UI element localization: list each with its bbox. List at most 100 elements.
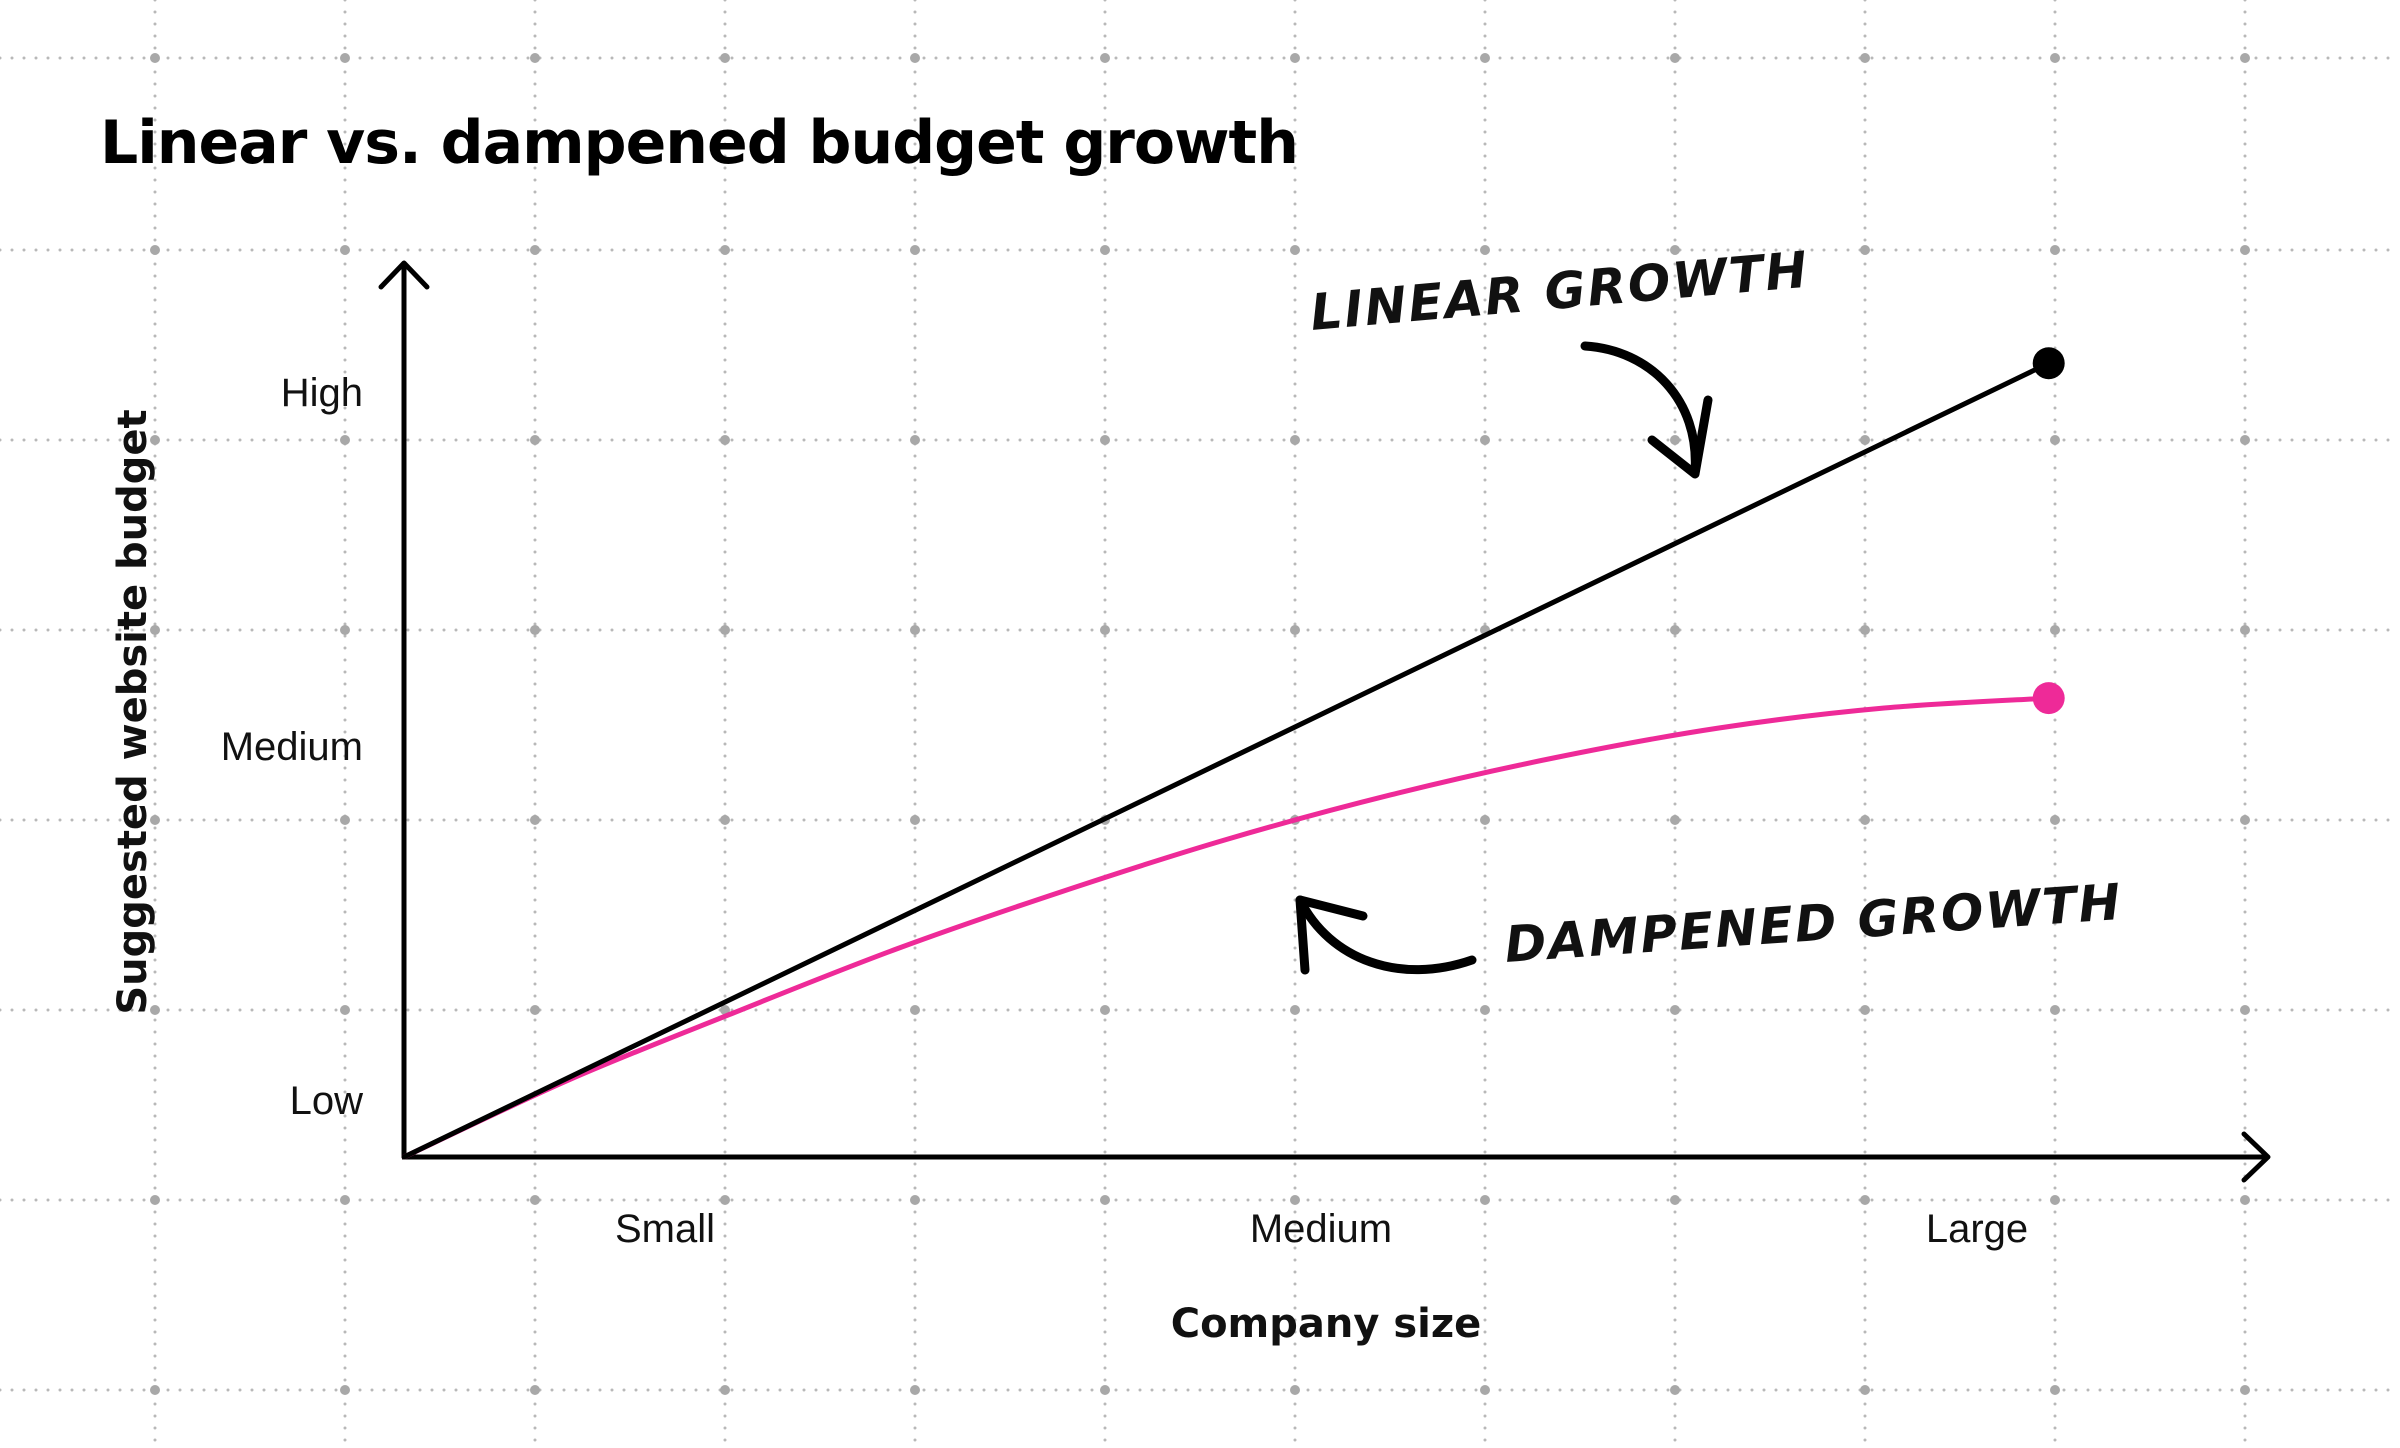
grid-intersection-dot: [340, 435, 350, 445]
grid-intersection-dot: [1860, 53, 1870, 63]
grid-intersection-dot: [2050, 245, 2060, 255]
grid-intersection-dot: [2240, 435, 2250, 445]
grid-intersection-dot: [2240, 53, 2250, 63]
grid-intersection-dot: [910, 1385, 920, 1395]
grid-intersection-dot: [1480, 1005, 1490, 1015]
linear-growth-arrowhead-icon: [1647, 395, 1713, 479]
grid-intersection-dot: [1100, 1005, 1110, 1015]
grid-intersection-dot: [2240, 1385, 2250, 1395]
grid-intersection-dot: [1480, 435, 1490, 445]
grid-intersection-dot: [720, 1005, 730, 1015]
grid-intersection-dot: [530, 245, 540, 255]
grid-intersection-dot: [1670, 53, 1680, 63]
grid-intersection-dot: [1290, 1385, 1300, 1395]
grid-intersection-dot: [1670, 1385, 1680, 1395]
grid-intersection-dot: [150, 625, 160, 635]
grid-intersection-dot: [720, 53, 730, 63]
grid-intersection-dot: [720, 1385, 730, 1395]
dampened-growth-annotation: DAMPENED GROWTH: [1503, 873, 2124, 974]
grid-intersection-dot: [910, 53, 920, 63]
dampened-growth-arrow-icon: [1295, 895, 1477, 975]
grid-intersection-dot: [1670, 815, 1680, 825]
y-axis-title: Suggested website budget: [110, 409, 156, 1014]
grid-intersection-dot: [1860, 1195, 1870, 1205]
grid-intersection-dot: [2050, 435, 2060, 445]
grid-intersection-dot: [1100, 435, 1110, 445]
x-tick-label-medium: Medium: [1250, 1207, 1392, 1251]
grid-intersection-dot: [1480, 53, 1490, 63]
x-axis-arrow-icon: [2241, 1131, 2271, 1183]
grid-intersection-dot: [720, 815, 730, 825]
dampened-growth-arrowhead-icon: [1295, 895, 1368, 975]
grid-intersection-dot: [1860, 625, 1870, 635]
grid-intersection-dot: [530, 1005, 540, 1015]
grid-intersection-dot: [530, 1385, 540, 1395]
grid-intersection-dot: [340, 815, 350, 825]
grid-intersection-dot: [1290, 1195, 1300, 1205]
series-layer: [401, 347, 2065, 1160]
grid-intersection-dot: [150, 1385, 160, 1395]
grid-intersection-dot: [1860, 1385, 1870, 1395]
grid-intersection-dot: [150, 435, 160, 445]
grid-intersection-dot: [150, 815, 160, 825]
grid-intersection-dot: [1480, 815, 1490, 825]
series-end-marker-dampened-growth: [2032, 682, 2065, 715]
grid-intersection-dot: [340, 625, 350, 635]
grid-intersection-dot: [1860, 815, 1870, 825]
grid-intersection-dot: [720, 625, 730, 635]
grid-intersection-dot: [1480, 1195, 1490, 1205]
grid-intersection-dot: [910, 625, 920, 635]
grid-intersection-dot: [530, 625, 540, 635]
grid-intersection-dot: [2050, 815, 2060, 825]
grid-intersection-dot: [150, 1005, 160, 1015]
grid-intersection-dot: [910, 1005, 920, 1015]
grid-intersection-dot: [2050, 1005, 2060, 1015]
grid-intersection-dot: [530, 53, 540, 63]
linear-growth-arrow-icon: [1580, 341, 1700, 477]
grid-intersection-dot: [1290, 625, 1300, 635]
grid-intersection-dot: [2240, 1195, 2250, 1205]
series-end-marker-linear-growth: [2032, 347, 2065, 380]
grid-intersection-dot: [1670, 1005, 1680, 1015]
grid-intersection-dot: [1290, 53, 1300, 63]
grid-intersection-dot: [530, 815, 540, 825]
linear-growth-annotation: LINEAR GROWTH: [1308, 241, 1811, 342]
grid-intersection-dot: [2050, 1195, 2060, 1205]
grid-intersection-dot: [1860, 245, 1870, 255]
grid-intersection-dot: [150, 245, 160, 255]
grid-intersection-dot: [530, 1195, 540, 1205]
grid-intersection-dot: [1670, 1195, 1680, 1205]
grid-intersection-dot: [910, 435, 920, 445]
grid-intersection-dot: [1290, 245, 1300, 255]
grid-intersection-dot: [2240, 1005, 2250, 1015]
grid-intersection-dot: [2050, 1385, 2060, 1395]
grid-intersection-dot: [1290, 435, 1300, 445]
y-axis-arrow-icon: [378, 260, 430, 290]
series-line-dampened-growth: [401, 695, 2052, 1160]
x-axis-title: Company size: [1171, 1301, 1482, 1347]
grid-intersection-dot: [150, 53, 160, 63]
grid-intersection-dot: [1480, 1385, 1490, 1395]
grid-intersection-dot: [1480, 245, 1490, 255]
grid-intersection-dot: [1860, 1005, 1870, 1015]
grid-intersection-dot: [1860, 435, 1870, 445]
grid-intersection-dot: [1290, 1005, 1300, 1015]
grid-intersection-dot: [2240, 815, 2250, 825]
grid-intersection-dot: [340, 1005, 350, 1015]
y-tick-label-high: High: [281, 371, 363, 415]
grid-intersection-dot: [340, 245, 350, 255]
annotations: LINEAR GROWTH DAMPENED GROWTH: [1295, 241, 2124, 975]
grid-intersection-dot: [720, 245, 730, 255]
x-tick-label-large: Large: [1926, 1207, 2028, 1251]
series-line-linear-growth: [401, 360, 2052, 1160]
grid-intersection-dot: [910, 1195, 920, 1205]
grid-intersection-dot: [2050, 53, 2060, 63]
chart-title: Linear vs. dampened budget growth: [100, 108, 1299, 178]
grid-intersection-dot: [720, 1195, 730, 1205]
grid-intersection-dot: [340, 1195, 350, 1205]
grid-intersection-dot: [1670, 625, 1680, 635]
grid-intersection-dot: [910, 245, 920, 255]
